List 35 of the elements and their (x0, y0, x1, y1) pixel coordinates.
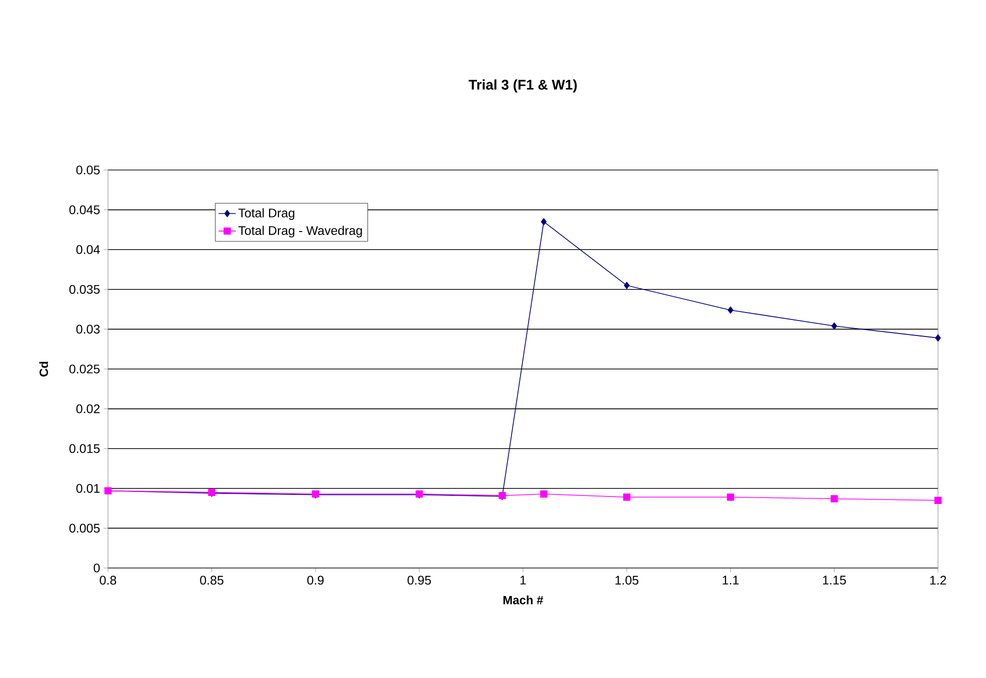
y-tick-label: 0.025 (69, 364, 100, 374)
y-tick-label: 0.05 (76, 166, 100, 174)
point (831, 322, 838, 330)
point (728, 306, 734, 314)
y-tick-label: 0.01 (76, 484, 100, 493)
x-axis-title: Mach # (503, 596, 544, 604)
point (624, 282, 630, 290)
y-tick-label: 0 (94, 564, 100, 572)
x-tick-label: 0.95 (408, 576, 431, 585)
point (935, 334, 941, 342)
point (830, 495, 838, 502)
point (540, 490, 548, 498)
x-tick-label: 1.05 (616, 576, 638, 585)
legend-label: Total Drag (238, 208, 294, 220)
y-tick-label: 0.045 (69, 205, 100, 214)
point (726, 494, 734, 501)
point (540, 218, 547, 226)
x-tick-label: 1.2 (930, 576, 946, 585)
legend-label: Total Drag - Wavedrag (238, 226, 362, 238)
x-tick-label: 1.1 (722, 576, 739, 584)
chart-title: Trial 3 (F1 & W1) (468, 79, 577, 92)
x-tick-label: 1.15 (823, 576, 846, 585)
x-tick-label: 0.85 (200, 576, 224, 585)
point (623, 494, 630, 501)
x-tick-label: 0.8 (100, 576, 116, 585)
y-tick-label: 0.035 (69, 284, 100, 294)
x-tick-label: 1 (520, 576, 526, 584)
y-tick-label: 0.005 (69, 524, 100, 533)
y-axis-title: Cd (39, 362, 48, 377)
y-tick-label: 0.03 (76, 324, 100, 334)
point (934, 496, 942, 504)
y-tick-label: 0.015 (69, 444, 100, 454)
x-tick-label: 0.9 (307, 576, 324, 585)
y-tick-label: 0.04 (76, 245, 100, 254)
y-tick-label: 0.02 (76, 404, 100, 414)
